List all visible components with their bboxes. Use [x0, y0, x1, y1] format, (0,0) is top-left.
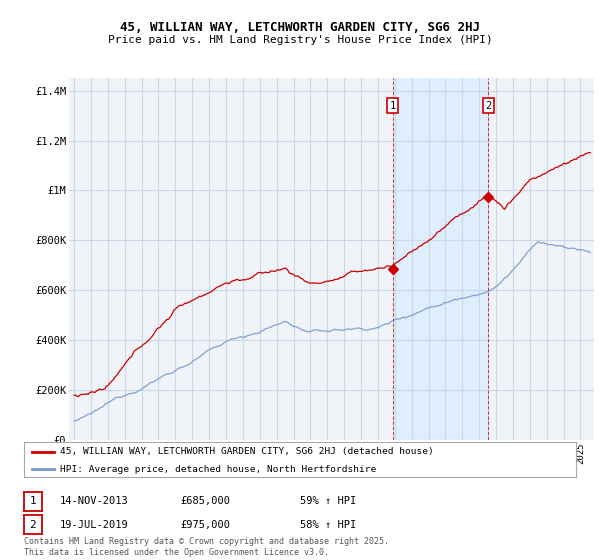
Text: 2: 2 [29, 520, 37, 530]
Text: HPI: Average price, detached house, North Hertfordshire: HPI: Average price, detached house, Nort… [60, 465, 376, 474]
Text: 45, WILLIAN WAY, LETCHWORTH GARDEN CITY, SG6 2HJ: 45, WILLIAN WAY, LETCHWORTH GARDEN CITY,… [120, 21, 480, 34]
Text: 1: 1 [389, 101, 396, 111]
Text: Contains HM Land Registry data © Crown copyright and database right 2025.
This d: Contains HM Land Registry data © Crown c… [24, 537, 389, 557]
Text: £685,000: £685,000 [180, 496, 230, 506]
Text: 45, WILLIAN WAY, LETCHWORTH GARDEN CITY, SG6 2HJ (detached house): 45, WILLIAN WAY, LETCHWORTH GARDEN CITY,… [60, 447, 434, 456]
Text: 58% ↑ HPI: 58% ↑ HPI [300, 520, 356, 530]
Text: Price paid vs. HM Land Registry's House Price Index (HPI): Price paid vs. HM Land Registry's House … [107, 35, 493, 45]
Bar [392, 78, 488, 440]
Text: 59% ↑ HPI: 59% ↑ HPI [300, 496, 356, 506]
Text: 1: 1 [29, 496, 37, 506]
Text: 19-JUL-2019: 19-JUL-2019 [60, 520, 129, 530]
Text: 14-NOV-2013: 14-NOV-2013 [60, 496, 129, 506]
Text: £975,000: £975,000 [180, 520, 230, 530]
Text: 2: 2 [485, 101, 491, 111]
